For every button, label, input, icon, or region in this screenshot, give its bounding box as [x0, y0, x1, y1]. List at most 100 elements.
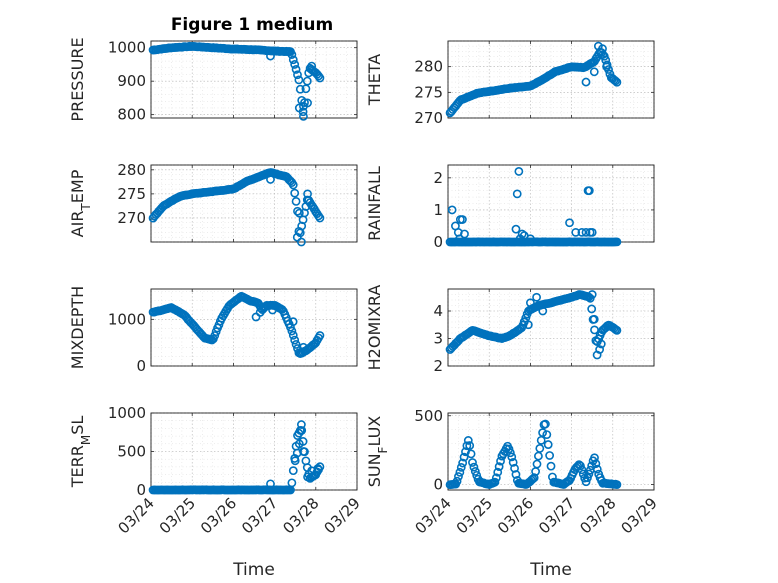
data-point — [290, 60, 300, 69]
data-point — [496, 456, 505, 466]
data-point — [493, 467, 503, 477]
data-point — [494, 462, 504, 472]
axes-frame — [150, 288, 358, 367]
data-point — [296, 420, 306, 429]
y-axis-label: PRESSURE — [68, 37, 87, 121]
x-tick-label: 03/26 — [197, 494, 240, 537]
y-tick-label: 270 — [117, 209, 146, 227]
y-axis-label: THETA — [365, 54, 384, 106]
data-point — [592, 464, 602, 474]
y-tick-label: 280 — [414, 58, 443, 76]
data-point — [584, 186, 594, 196]
data-point — [295, 84, 305, 94]
data-point — [612, 77, 622, 87]
data-point — [576, 461, 585, 471]
y-axis-label: H2OMIXRA — [365, 285, 384, 371]
x-tick-label: 03/29 — [618, 494, 661, 537]
x-tick-label: 03/27 — [535, 494, 578, 537]
data-point — [571, 227, 581, 237]
data-point — [297, 426, 307, 435]
data-point — [595, 345, 605, 354]
subplot-pressure: 800 900 1000 PRESSURE — [68, 37, 358, 124]
data-point — [455, 234, 464, 244]
data-point — [526, 298, 535, 308]
y-tick-label: 2 — [433, 357, 443, 375]
data-point — [294, 208, 304, 218]
data-point — [589, 67, 599, 77]
data-point — [598, 44, 607, 54]
data-point — [290, 188, 300, 198]
data-point — [300, 98, 309, 107]
data-point — [546, 461, 556, 471]
data-point — [456, 462, 466, 472]
y-axis-label: RAINFALL — [365, 166, 384, 241]
data-point — [611, 76, 620, 86]
data-point — [294, 75, 304, 85]
data-point — [291, 65, 301, 74]
data-point — [287, 326, 297, 336]
data-point — [462, 441, 472, 451]
data-point — [288, 330, 298, 340]
data-point — [303, 98, 312, 108]
data-point — [581, 477, 591, 487]
data-point — [302, 76, 312, 86]
y-tick-label: 2 — [433, 169, 443, 187]
axes-frame — [447, 40, 655, 119]
data-point — [455, 467, 465, 477]
data-point — [294, 439, 304, 449]
data-point — [290, 456, 300, 466]
data-point — [538, 428, 547, 438]
data-point — [465, 441, 475, 450]
data-point — [589, 314, 599, 324]
subplot-air-temp: 270 275 280 AIRTEMP — [68, 161, 358, 247]
data-point — [584, 469, 594, 479]
data-point — [523, 320, 533, 330]
data-point — [490, 477, 500, 487]
data-point — [587, 304, 597, 314]
data-point — [612, 325, 622, 335]
data-point — [526, 234, 535, 244]
data-point — [508, 457, 518, 467]
data-point — [460, 229, 469, 239]
y-tick-label: 1 — [433, 201, 443, 219]
y-tick-label: 500 — [117, 443, 146, 461]
data-point — [313, 464, 323, 473]
data-point — [596, 339, 606, 349]
data-point — [294, 103, 304, 113]
x-tick-label: 03/28 — [576, 494, 619, 537]
data-point — [590, 453, 599, 463]
data-point — [591, 459, 601, 469]
data-point — [315, 462, 325, 472]
axes-frame — [150, 164, 358, 243]
y-axis-label: MIXDEPTH — [68, 286, 87, 369]
data-point — [517, 229, 527, 239]
data-point — [532, 292, 541, 302]
x-tick-label: 03/24 — [115, 494, 158, 537]
data-point — [581, 227, 591, 237]
y-axis-label: SUNFLUX — [365, 416, 390, 488]
data-point — [538, 306, 548, 316]
data-point — [507, 452, 517, 462]
data-point — [463, 436, 473, 445]
y-tick-label: 275 — [414, 83, 443, 101]
data-point — [299, 342, 308, 352]
y-tick-label: 3 — [433, 330, 443, 348]
data-point — [545, 451, 555, 460]
y-axis-label: TERRMSL — [68, 416, 93, 489]
y-tick-label: 4 — [433, 302, 443, 320]
subplot-h2omixra: 2 3 4 H2OMIXRA — [365, 285, 655, 375]
y-tick-label: 800 — [117, 106, 146, 124]
data-point — [543, 440, 553, 449]
x-tick-label: 03/29 — [321, 494, 364, 537]
data-point — [291, 340, 301, 349]
y-tick-label: 0 — [433, 233, 443, 251]
data-point — [315, 331, 325, 340]
data-point — [468, 458, 477, 467]
axes-frame — [150, 40, 358, 119]
y-tick-label: 270 — [414, 109, 443, 127]
data-point — [466, 449, 476, 459]
data-point — [315, 73, 325, 83]
subplot-theta: 270 275 280 THETA — [365, 40, 655, 127]
data-point — [514, 167, 524, 176]
subplot-mixdepth: 0 1000 MIXDEPTH — [68, 286, 358, 375]
